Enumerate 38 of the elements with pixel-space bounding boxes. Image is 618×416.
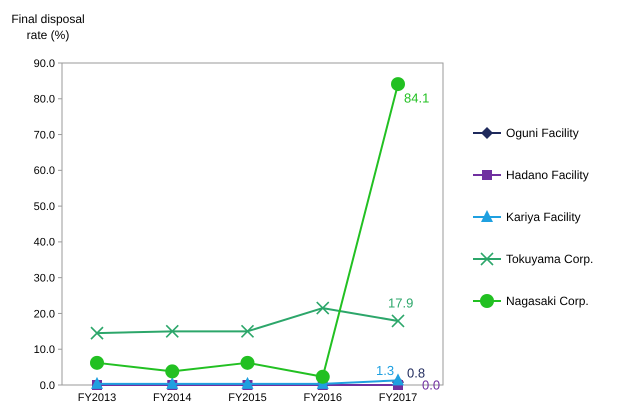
x-tick-label: FY2014	[152, 392, 192, 404]
point	[392, 373, 404, 386]
y-tick-label: 30.0	[34, 272, 55, 285]
y-tick-label: 80.0	[34, 94, 55, 106]
point	[165, 364, 180, 378]
data-label: 1.3	[376, 362, 394, 378]
x-tick-label: FY2016	[303, 392, 342, 404]
data-label: 84.1	[404, 90, 430, 106]
point	[90, 356, 104, 370]
legend-label: Tokuyama Corp.	[506, 252, 594, 266]
y-tick-label: 90.0	[34, 58, 55, 70]
y-axis-title: Final disposal rate (%)	[11, 12, 85, 42]
point	[391, 77, 405, 92]
y-tick-label: 0.0	[40, 380, 55, 392]
data-label: 17.9	[388, 296, 414, 311]
point	[240, 324, 254, 338]
point	[90, 326, 104, 340]
point	[242, 376, 254, 389]
x-tick-label: FY2013	[78, 392, 116, 404]
y-tick-label: 50.0	[34, 200, 55, 213]
point	[165, 324, 180, 338]
legend-label: Oguni Facility	[506, 126, 579, 140]
point	[316, 370, 330, 384]
point	[166, 376, 178, 389]
y-tick-label: 60.0	[34, 165, 55, 178]
y-tick-label: 70.0	[34, 129, 55, 142]
point	[391, 314, 405, 328]
y-tick-label: 20.0	[34, 308, 55, 320]
y-tick-label: 10.0	[34, 344, 55, 356]
legend-label: Nagasaki Corp.	[506, 294, 589, 308]
legend-label: Kariya Facility	[506, 210, 581, 224]
x-tick-label: FY2015	[228, 392, 267, 404]
point	[316, 301, 330, 315]
point	[91, 376, 103, 389]
legend-label: Hadano Facility	[506, 168, 589, 182]
point	[240, 356, 254, 370]
y-tick-label: 40.0	[34, 236, 55, 249]
x-tick-label: FY2017	[378, 392, 418, 404]
